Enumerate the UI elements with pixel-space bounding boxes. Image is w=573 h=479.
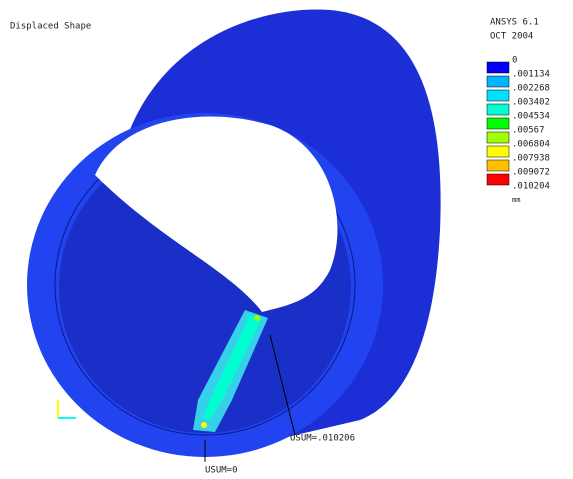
date: OCT 2004 xyxy=(490,32,533,42)
viewport: Displaced Shape ANSYS 6.1 OCT 2004 USUM=… xyxy=(0,0,573,479)
legend-swatch xyxy=(487,160,509,171)
legend-swatch xyxy=(487,132,509,143)
legend-level: .006804 xyxy=(512,140,550,150)
legend-swatch xyxy=(487,104,509,115)
legend-level: .003402 xyxy=(512,98,550,108)
legend-level: .001134 xyxy=(512,70,550,80)
legend-swatch xyxy=(487,174,509,185)
max-label: USUM=.010206 xyxy=(290,434,355,444)
legend-level: .007938 xyxy=(512,154,550,164)
title: Displaced Shape xyxy=(10,22,91,32)
program: ANSYS 6.1 xyxy=(490,18,539,28)
legend-level: .004534 xyxy=(512,112,550,122)
legend-level: .00567 xyxy=(512,126,545,136)
legend-unit: mm xyxy=(512,196,520,204)
legend-level: 0 xyxy=(512,56,517,66)
legend-swatch xyxy=(487,62,509,73)
crack-tip xyxy=(254,315,260,321)
legend-level: .010204 xyxy=(512,182,550,192)
legend-swatch xyxy=(487,118,509,129)
legend-swatch xyxy=(487,90,509,101)
crack-root xyxy=(201,422,207,428)
legend-swatch xyxy=(487,76,509,87)
legend-level: .009072 xyxy=(512,168,550,178)
legend-level: .002268 xyxy=(512,84,550,94)
legend-swatch xyxy=(487,146,509,157)
min-label: USUM=0 xyxy=(205,466,238,476)
